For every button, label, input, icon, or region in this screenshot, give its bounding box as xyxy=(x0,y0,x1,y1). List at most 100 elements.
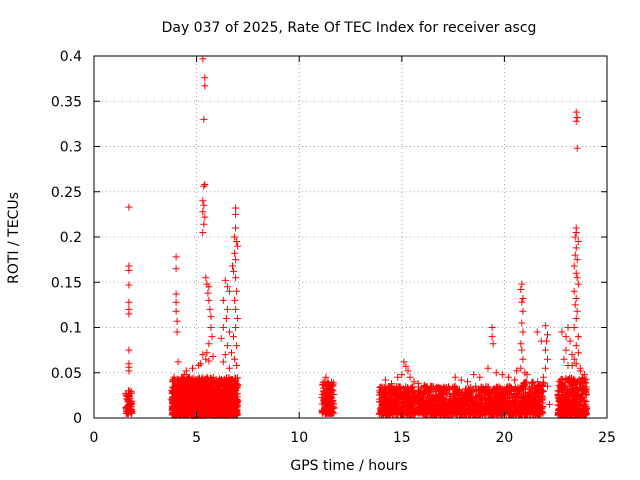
data-point xyxy=(225,328,233,336)
data-point xyxy=(574,377,582,385)
data-point xyxy=(582,406,589,414)
data-point xyxy=(205,296,213,304)
data-point xyxy=(511,376,519,384)
y-tick-label: 0.2 xyxy=(60,230,82,246)
data-point xyxy=(318,394,326,401)
data-point xyxy=(224,407,232,415)
data-point xyxy=(528,379,536,387)
data-point xyxy=(220,405,228,413)
data-point xyxy=(180,371,188,379)
data-point xyxy=(572,229,580,236)
data-point xyxy=(233,287,241,295)
data-point xyxy=(518,298,526,306)
data-point xyxy=(219,358,227,366)
data-point xyxy=(488,333,496,341)
data-point xyxy=(204,411,212,419)
data-point xyxy=(204,375,212,383)
data-point xyxy=(451,397,459,404)
data-point xyxy=(492,369,500,377)
data-point xyxy=(563,376,571,384)
data-point xyxy=(477,400,485,408)
data-point xyxy=(487,409,495,417)
data-point xyxy=(580,371,588,379)
data-point xyxy=(414,409,422,417)
data-point xyxy=(228,349,235,357)
data-point xyxy=(204,289,212,297)
data-point xyxy=(537,409,545,417)
data-point xyxy=(572,385,580,393)
data-point xyxy=(216,406,224,414)
data-point xyxy=(541,364,549,372)
data-point xyxy=(420,410,428,418)
data-point xyxy=(558,328,566,336)
data-point xyxy=(178,403,186,411)
data-point xyxy=(191,410,199,417)
data-point xyxy=(213,390,220,398)
data-point xyxy=(519,328,527,336)
data-point xyxy=(474,406,481,414)
data-point xyxy=(201,406,209,413)
data-point xyxy=(572,295,580,302)
data-point xyxy=(326,382,334,390)
data-point xyxy=(200,201,208,209)
data-point xyxy=(534,378,542,386)
data-point xyxy=(573,114,581,121)
data-point xyxy=(206,305,214,313)
data-point xyxy=(541,346,549,354)
data-point xyxy=(470,387,478,395)
data-point xyxy=(229,262,236,270)
x-tick-label: 0 xyxy=(90,430,99,446)
y-tick-label: 0.1 xyxy=(60,321,82,337)
data-point xyxy=(414,380,422,388)
data-point xyxy=(403,386,411,394)
data-point xyxy=(566,337,574,345)
data-point xyxy=(215,385,223,393)
data-point xyxy=(199,197,207,205)
data-point xyxy=(124,398,132,406)
data-point xyxy=(184,389,192,397)
data-point xyxy=(382,410,390,418)
data-point xyxy=(200,115,208,123)
data-point xyxy=(544,331,551,339)
data-point xyxy=(523,371,531,379)
data-point xyxy=(197,411,205,419)
data-point xyxy=(389,384,397,392)
data-point xyxy=(573,144,581,152)
data-point xyxy=(387,405,395,413)
data-point xyxy=(185,411,193,419)
data-point xyxy=(560,381,568,389)
data-point xyxy=(517,340,525,348)
data-point xyxy=(227,393,235,401)
data-point xyxy=(422,399,430,407)
data-point xyxy=(401,399,409,406)
data-point xyxy=(441,387,449,395)
data-point xyxy=(232,400,240,407)
data-point xyxy=(565,410,573,418)
data-point xyxy=(174,396,182,404)
data-point xyxy=(491,385,499,393)
data-point xyxy=(569,381,576,389)
data-point xyxy=(174,358,182,366)
data-point xyxy=(408,403,415,411)
data-point xyxy=(403,404,411,411)
data-point xyxy=(205,283,213,291)
data-point xyxy=(560,355,568,363)
data-point xyxy=(201,74,209,82)
y-tick-label: 0.3 xyxy=(60,140,82,156)
data-point xyxy=(230,411,237,419)
data-point xyxy=(126,387,134,395)
data-point xyxy=(208,333,216,341)
data-point xyxy=(223,389,231,397)
data-point xyxy=(519,295,527,302)
data-point xyxy=(456,390,463,398)
data-point xyxy=(172,290,180,298)
data-point xyxy=(529,396,537,404)
data-point xyxy=(213,405,221,413)
data-point xyxy=(470,371,478,379)
data-point xyxy=(172,253,180,261)
data-point xyxy=(410,378,418,386)
data-point xyxy=(435,402,443,410)
data-point xyxy=(195,397,203,405)
data-point xyxy=(125,346,133,354)
x-tick-label: 20 xyxy=(495,430,513,446)
